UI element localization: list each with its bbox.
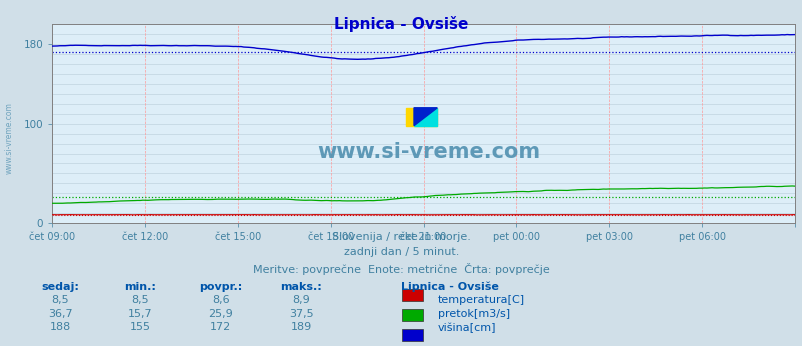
Text: www.si-vreme.com: www.si-vreme.com [5,102,14,174]
Text: zadnji dan / 5 minut.: zadnji dan / 5 minut. [343,247,459,257]
Text: 37,5: 37,5 [289,309,313,319]
Text: Lipnica - Ovsiše: Lipnica - Ovsiše [334,16,468,31]
Text: temperatura[C]: temperatura[C] [437,295,524,305]
Text: Meritve: povprečne  Enote: metrične  Črta: povprečje: Meritve: povprečne Enote: metrične Črta:… [253,263,549,275]
Text: 188: 188 [50,322,71,333]
Text: www.si-vreme.com: www.si-vreme.com [317,142,540,162]
Text: Lipnica - Ovsiše: Lipnica - Ovsiše [401,282,499,292]
Polygon shape [414,108,437,126]
Text: 8,5: 8,5 [51,295,69,305]
Text: 8,9: 8,9 [292,295,310,305]
Polygon shape [414,108,437,126]
Text: višina[cm]: višina[cm] [437,322,496,333]
Text: pretok[m3/s]: pretok[m3/s] [437,309,509,319]
Polygon shape [406,108,437,126]
Text: min.:: min.: [124,282,156,292]
FancyBboxPatch shape [402,309,423,321]
Text: 155: 155 [130,322,151,333]
Text: 15,7: 15,7 [128,309,152,319]
Text: 172: 172 [210,322,231,333]
Text: 36,7: 36,7 [48,309,72,319]
Text: Slovenija / reke in morje.: Slovenija / reke in morje. [332,232,470,242]
FancyBboxPatch shape [402,290,423,301]
Text: maks.:: maks.: [280,282,322,292]
FancyBboxPatch shape [402,329,423,341]
Text: 8,6: 8,6 [212,295,229,305]
Text: 189: 189 [290,322,311,333]
Text: sedaj:: sedaj: [41,282,79,292]
Text: povpr.:: povpr.: [199,282,242,292]
Text: 25,9: 25,9 [209,309,233,319]
Text: 8,5: 8,5 [132,295,149,305]
